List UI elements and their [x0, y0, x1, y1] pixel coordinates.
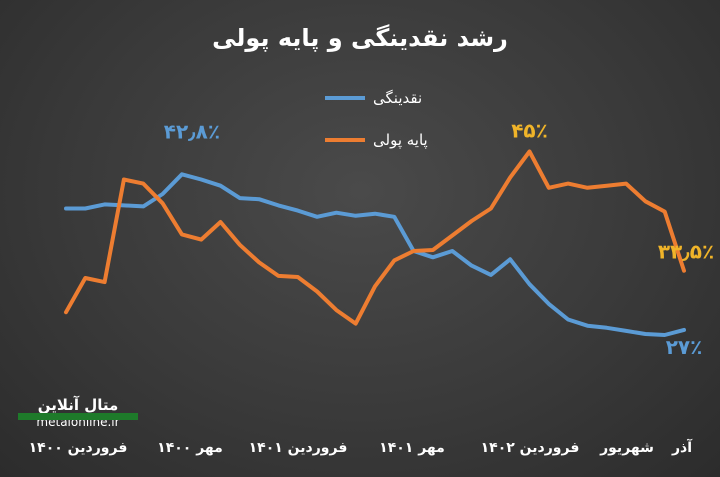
data-label: ۳۳٫۵٪ — [658, 240, 714, 264]
series-line-0 — [64, 172, 686, 337]
data-label: ۴۵٪ — [511, 119, 548, 143]
series-line-1 — [64, 149, 686, 326]
legend-label-monetary-base: پایه پولی — [373, 131, 428, 150]
series-layer — [64, 149, 686, 337]
x-axis: فروردین ۱۴۰۰ مهر ۱۴۰۰ فروردین ۱۴۰۱ مهر ۱… — [29, 438, 694, 456]
legend-label-liquidity: نقدینگی — [373, 89, 422, 107]
brand-watermark: متال آنلاین metalonline.ir — [18, 396, 138, 429]
data-labels: ۴۲٫۸٪ ۴۵٪ ۳۳٫۵٪ ۲۷٪ — [164, 119, 714, 359]
brand-name: متال آنلاین — [38, 396, 119, 414]
x-tick-label: مهر ۱۴۰۰ — [157, 440, 223, 456]
x-tick-label: فروردین ۱۴۰۲ — [481, 440, 580, 456]
data-label: ۴۲٫۸٪ — [164, 119, 220, 143]
legend: نقدینگی پایه پولی — [325, 89, 428, 150]
x-tick-label: مهر ۱۴۰۱ — [379, 440, 445, 456]
x-tick-label: شهریور — [599, 440, 654, 456]
brand-bar — [18, 413, 138, 420]
data-label: ۲۷٪ — [666, 335, 703, 359]
x-tick-label: فروردین ۱۴۰۱ — [249, 440, 348, 456]
x-tick-label: فروردین ۱۴۰۰ — [29, 440, 128, 456]
x-tick-label: آذر — [671, 438, 693, 456]
chart-title: رشد نقدینگی و پایه پولی — [212, 24, 508, 52]
